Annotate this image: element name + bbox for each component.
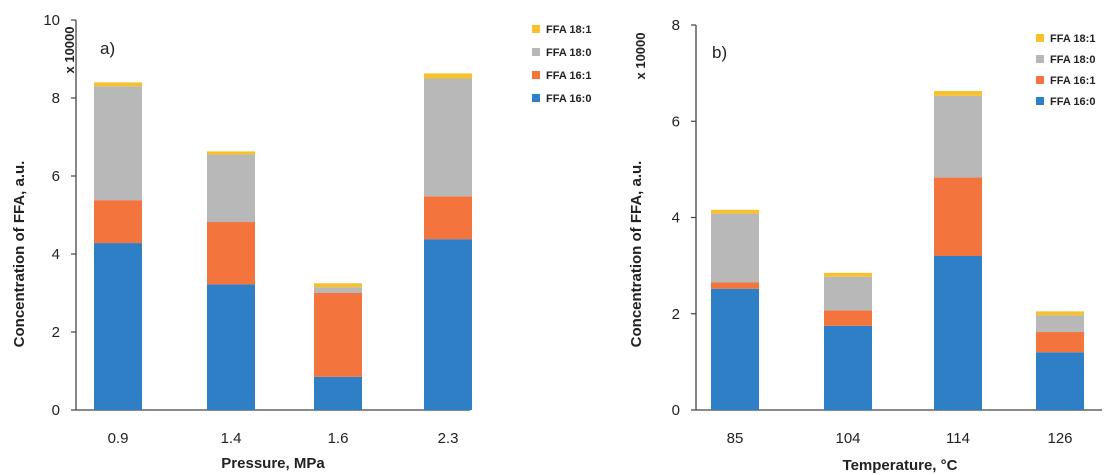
bar-segment [94,82,142,87]
legend-swatch [532,48,540,56]
x-tick-label: 114 [946,430,970,447]
bar-segment [711,209,759,214]
legend-label: FFA 16:1 [546,70,591,82]
legend-label: FFA 16:0 [546,93,591,105]
x-tick-label: 85 [727,430,744,447]
legend-a: FFA 18:1 FFA 18:0 FFA 16:1 FFA 16:0 [532,24,591,105]
x-ticks-b: 85 104 114 126 [727,430,1073,447]
chart-panel-a: Concentration of FFA, a.u. x 10000 a) 0 2… [11,12,591,472]
bar-segment [314,293,362,377]
x-tick-label: 104 [835,430,860,447]
legend-swatch [532,25,540,33]
bar-segment [824,272,872,277]
y-tick-label: 6 [672,113,680,130]
bar-segment [934,177,982,256]
bar-segment [934,95,982,178]
y-tick-label: 2 [52,324,60,341]
y-axis-title-b: Concentration of FFA, a.u. [628,161,645,348]
legend-label: FFA 18:0 [1050,54,1095,66]
y-multiplier-b: x 10000 [633,33,648,80]
legend-label: FFA 18:1 [546,24,591,36]
bar-segment [94,243,142,410]
y-tick-label: 4 [672,210,680,227]
legend-label: FFA 18:1 [1050,33,1095,45]
legend-label: FFA 18:0 [546,47,591,59]
bar-segment [207,151,255,155]
x-tick-label: 1.6 [328,430,349,447]
chart-panel-b: Concentration of FFA, a.u. x 10000 b) 0 2… [628,17,1102,474]
bar-segment [94,200,142,244]
bar-segment [1036,352,1084,410]
bar-segment [424,78,472,197]
y-tick-label: 6 [52,168,60,185]
bar-segment [314,287,362,293]
y-axis-title-a: Concentration of FFA, a.u. [11,161,28,348]
bar-segment [94,86,142,201]
bar-segment [1036,332,1084,353]
legend-b: FFA 18:1 FFA 18:0 FFA 16:1 FFA 16:0 [1036,33,1095,108]
bar-segment [424,239,472,410]
bars-b [711,90,1084,410]
legend-swatch [1036,97,1044,105]
legend-label: FFA 16:0 [1050,96,1095,108]
y-ticks-a: 0 2 4 6 8 10 [43,12,76,419]
bar-segment [711,288,759,410]
y-tick-label: 4 [52,246,60,263]
y-tick-label: 8 [672,17,680,34]
bar-segment [1036,311,1084,316]
legend-swatch [1036,55,1044,63]
x-tick-label: 1.4 [221,430,242,447]
bar-segment [824,310,872,326]
x-tick-label: 2.3 [438,430,459,447]
panel-label-a: a) [100,39,115,58]
legend-swatch [1036,76,1044,84]
bar-segment [207,222,255,285]
bars-a [94,73,472,410]
y-multiplier-a: x 10000 [62,27,77,74]
x-tick-label: 126 [1047,430,1072,447]
y-tick-label: 0 [672,402,680,419]
y-ticks-b: 0 2 4 6 8 [672,17,696,419]
legend-label: FFA 16:1 [1050,75,1095,87]
bar-segment [424,196,472,240]
x-axis-title-b: Temperature, °C [843,457,958,474]
legend-swatch [532,71,540,79]
bar-segment [207,154,255,223]
bar-segment [314,283,362,288]
bar-segment [824,276,872,311]
bar-segment [314,376,362,410]
bar-segment [934,256,982,410]
bar-segment [824,325,872,410]
x-ticks-a: 0.9 1.4 1.6 2.3 [108,430,459,447]
x-tick-label: 0.9 [108,430,129,447]
bar-segment [207,284,255,410]
bar-segment [711,213,759,283]
bar-segment [711,282,759,289]
x-axis-title-a: Pressure, MPa [221,455,325,472]
bar-segment [1036,315,1084,333]
panel-label-b: b) [712,43,727,62]
y-tick-label: 0 [52,402,60,419]
bar-segment [424,73,472,79]
y-tick-label: 2 [672,306,680,323]
y-tick-label: 10 [43,12,60,29]
bar-segment [934,90,982,96]
legend-swatch [532,94,540,102]
legend-swatch [1036,34,1044,42]
y-tick-label: 8 [52,90,60,107]
